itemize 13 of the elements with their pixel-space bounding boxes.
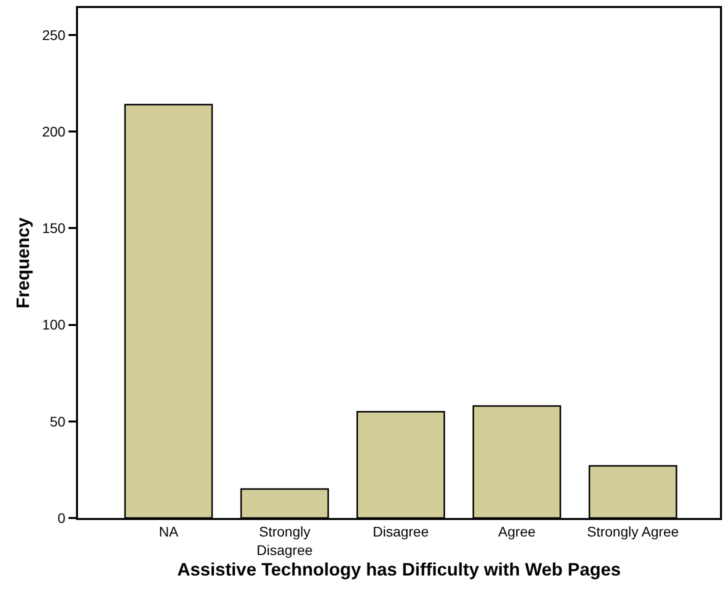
x-tick-label: Strongly Agree	[587, 524, 680, 540]
x-tick-label: Strongly Disagree	[256, 524, 313, 558]
y-tick-label: 250	[42, 26, 66, 43]
x-axis-title: Assistive Technology has Difficulty with Web Pages	[177, 559, 621, 580]
x-tick-label: Disagree	[372, 524, 429, 540]
y-tick-label: 150	[42, 220, 66, 236]
y-tick-label: 200	[42, 124, 66, 140]
y-tick-label: 100	[42, 316, 66, 333]
x-tick-label: NA	[158, 524, 179, 540]
x-tick-label: Agree	[498, 524, 536, 540]
y-tick-label: 50	[50, 413, 66, 430]
y-tick-label: 0	[58, 510, 66, 526]
y-axis-title: Frequency	[12, 217, 33, 309]
